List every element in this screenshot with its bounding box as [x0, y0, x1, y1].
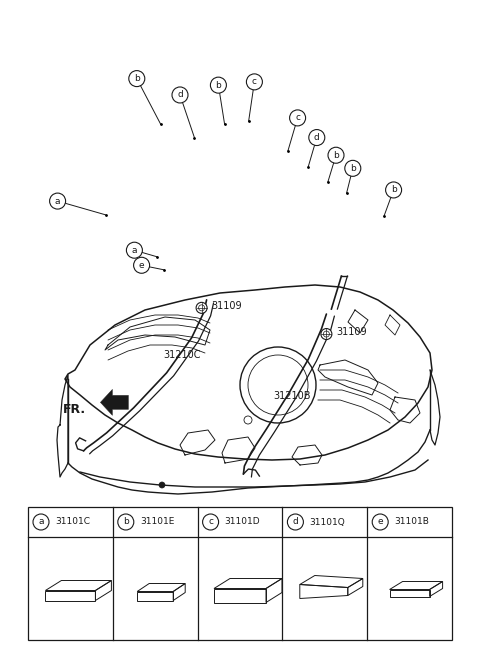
Text: b: b [134, 74, 140, 83]
Text: b: b [350, 164, 356, 173]
Text: 31101C: 31101C [55, 517, 90, 527]
Bar [28, 507, 452, 640]
Circle shape [196, 303, 207, 313]
Circle shape [126, 242, 143, 258]
Text: b: b [333, 151, 339, 160]
Text: 31101Q: 31101Q [310, 517, 345, 527]
Circle shape [172, 87, 188, 103]
Text: c: c [208, 517, 213, 527]
Circle shape [289, 110, 306, 126]
Circle shape [210, 77, 227, 93]
Circle shape [118, 514, 134, 530]
Circle shape [328, 147, 344, 163]
Text: 31109: 31109 [211, 301, 242, 311]
Text: d: d [292, 517, 298, 527]
Circle shape [49, 193, 66, 209]
Text: 31210C: 31210C [163, 350, 201, 360]
Circle shape [133, 257, 150, 273]
Circle shape [345, 160, 361, 176]
Circle shape [385, 182, 402, 198]
Polygon shape [100, 389, 129, 415]
Circle shape [246, 74, 263, 90]
Circle shape [33, 514, 49, 530]
Text: b: b [123, 517, 129, 527]
Text: 31210B: 31210B [274, 391, 311, 402]
Text: 31101D: 31101D [225, 517, 260, 527]
Text: 31101B: 31101B [394, 517, 429, 527]
Text: b: b [391, 185, 396, 195]
Text: e: e [377, 517, 383, 527]
Text: FR.: FR. [62, 403, 85, 416]
Text: 31101E: 31101E [140, 517, 174, 527]
Circle shape [203, 514, 218, 530]
Text: 31109: 31109 [336, 327, 367, 337]
Text: d: d [177, 90, 183, 100]
Text: c: c [295, 113, 300, 122]
Text: a: a [55, 196, 60, 206]
Circle shape [309, 130, 325, 145]
Text: e: e [139, 261, 144, 270]
Circle shape [321, 329, 332, 339]
Circle shape [372, 514, 388, 530]
Text: d: d [314, 133, 320, 142]
Circle shape [288, 514, 303, 530]
Circle shape [129, 71, 145, 86]
Text: b: b [216, 81, 221, 90]
Circle shape [159, 482, 165, 488]
Text: a: a [132, 246, 137, 255]
Text: c: c [252, 77, 257, 86]
Text: a: a [38, 517, 44, 527]
